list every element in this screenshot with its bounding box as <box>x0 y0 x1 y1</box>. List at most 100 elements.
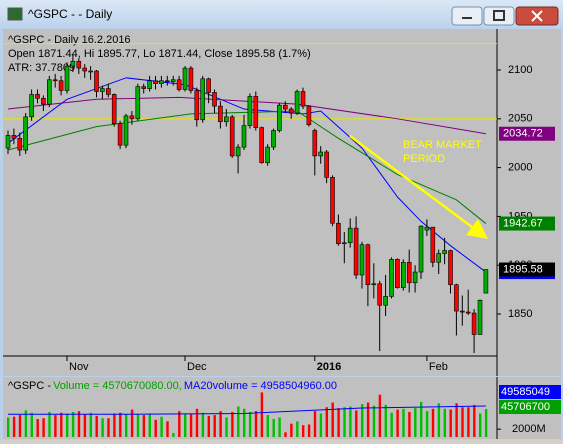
candle-body <box>129 115 135 120</box>
candle-body <box>353 227 359 276</box>
candle-body <box>235 146 241 157</box>
volume-bar <box>36 418 39 437</box>
minimize-button[interactable] <box>451 6 483 26</box>
candle-body <box>436 253 442 263</box>
candle-body <box>424 226 430 231</box>
candle-body <box>182 67 188 90</box>
candle-body <box>147 80 152 89</box>
candle-body <box>306 105 312 125</box>
candle-body <box>324 151 329 178</box>
candle-body <box>224 116 229 123</box>
x-tick-label: Dec <box>187 361 207 373</box>
candle-body <box>412 271 418 284</box>
volume-bar <box>48 411 51 437</box>
candle-body <box>294 91 300 114</box>
volume-bar <box>83 414 87 437</box>
candle-body <box>400 261 406 288</box>
candle-body <box>135 86 141 120</box>
candle-body <box>282 104 288 110</box>
volume-bar <box>461 407 464 437</box>
volume-bar <box>337 408 340 437</box>
price-tag <box>499 126 555 141</box>
volume-bar <box>148 413 151 437</box>
volume-bar <box>431 408 435 437</box>
volume-bar <box>231 411 234 437</box>
volume-bar <box>479 413 482 437</box>
candle-body <box>318 151 324 157</box>
volume-header: MA20volume = 4958504960.00 <box>184 380 337 392</box>
annotation-text: PERIOD <box>403 153 445 165</box>
candle-body <box>477 300 483 335</box>
volume-bar <box>7 417 10 437</box>
candle-body <box>336 222 341 245</box>
candle-body <box>277 104 282 131</box>
annotation-text: BEAR MARKET <box>403 139 482 151</box>
candle-body <box>206 78 211 93</box>
candle-body <box>377 283 383 306</box>
candle-body <box>117 123 123 146</box>
volume-bar <box>184 413 187 437</box>
candle-body <box>259 127 265 164</box>
volume-bar <box>71 411 75 437</box>
candle-body <box>271 130 276 148</box>
candle-body <box>17 138 23 151</box>
volume-bar <box>119 412 122 437</box>
volume-bar <box>396 409 399 437</box>
volume-header: ^GSPC - <box>8 380 51 392</box>
volume-bar <box>420 401 423 437</box>
volume-bar <box>414 408 417 437</box>
close-icon <box>531 10 543 22</box>
volume-bar <box>201 412 205 437</box>
price-tag-label: 1895.58 <box>503 263 543 275</box>
price-tag <box>499 216 555 231</box>
volume-bar <box>278 417 281 437</box>
volume-bar <box>89 412 92 437</box>
volume-bar <box>225 417 228 437</box>
candle-body <box>229 116 235 157</box>
volume-bar <box>189 414 193 437</box>
candle-body <box>359 244 365 276</box>
price-tag-label: 1942.67 <box>503 217 543 229</box>
candle-body <box>347 227 353 244</box>
candle-body <box>448 250 453 286</box>
candle-body <box>123 115 129 146</box>
volume-bar <box>254 411 258 437</box>
volume-bar <box>107 418 110 437</box>
y-tick-label: 1850 <box>508 308 532 320</box>
candle-body <box>141 86 146 89</box>
app-icon <box>7 7 23 21</box>
maximize-icon <box>493 10 505 21</box>
y-tick-label: 2050 <box>508 113 532 125</box>
candle-body <box>465 311 471 314</box>
candle-body <box>483 269 489 294</box>
candle-body <box>200 78 205 121</box>
candle-body <box>459 310 465 313</box>
x-tick-label: Nov <box>69 361 89 373</box>
volume-bar <box>384 404 387 437</box>
volume-bar <box>160 416 163 437</box>
minimize-icon <box>462 17 472 19</box>
candle-body <box>52 79 58 82</box>
candle-body <box>76 60 82 69</box>
volume-bar <box>213 415 216 437</box>
y-tick-label: 2000M <box>512 423 546 435</box>
volume-bar <box>455 403 458 437</box>
tab-strip <box>0 440 563 444</box>
volume-bar <box>319 413 323 437</box>
volume-bar <box>260 392 264 437</box>
volume-bar <box>467 407 470 437</box>
maximize-button[interactable] <box>483 6 515 26</box>
volume-bar <box>18 415 22 437</box>
volume-bar <box>95 415 98 437</box>
candle-body <box>371 283 377 286</box>
volume-bar <box>437 403 441 437</box>
y-tick-label: 2000 <box>508 162 532 174</box>
candle-body <box>247 96 253 126</box>
candle-body <box>153 80 158 84</box>
volume-bar <box>248 411 252 437</box>
volume-bar <box>284 432 287 437</box>
volume-bar <box>178 411 181 437</box>
volume-bar <box>101 418 104 437</box>
volume-bar <box>42 418 45 437</box>
